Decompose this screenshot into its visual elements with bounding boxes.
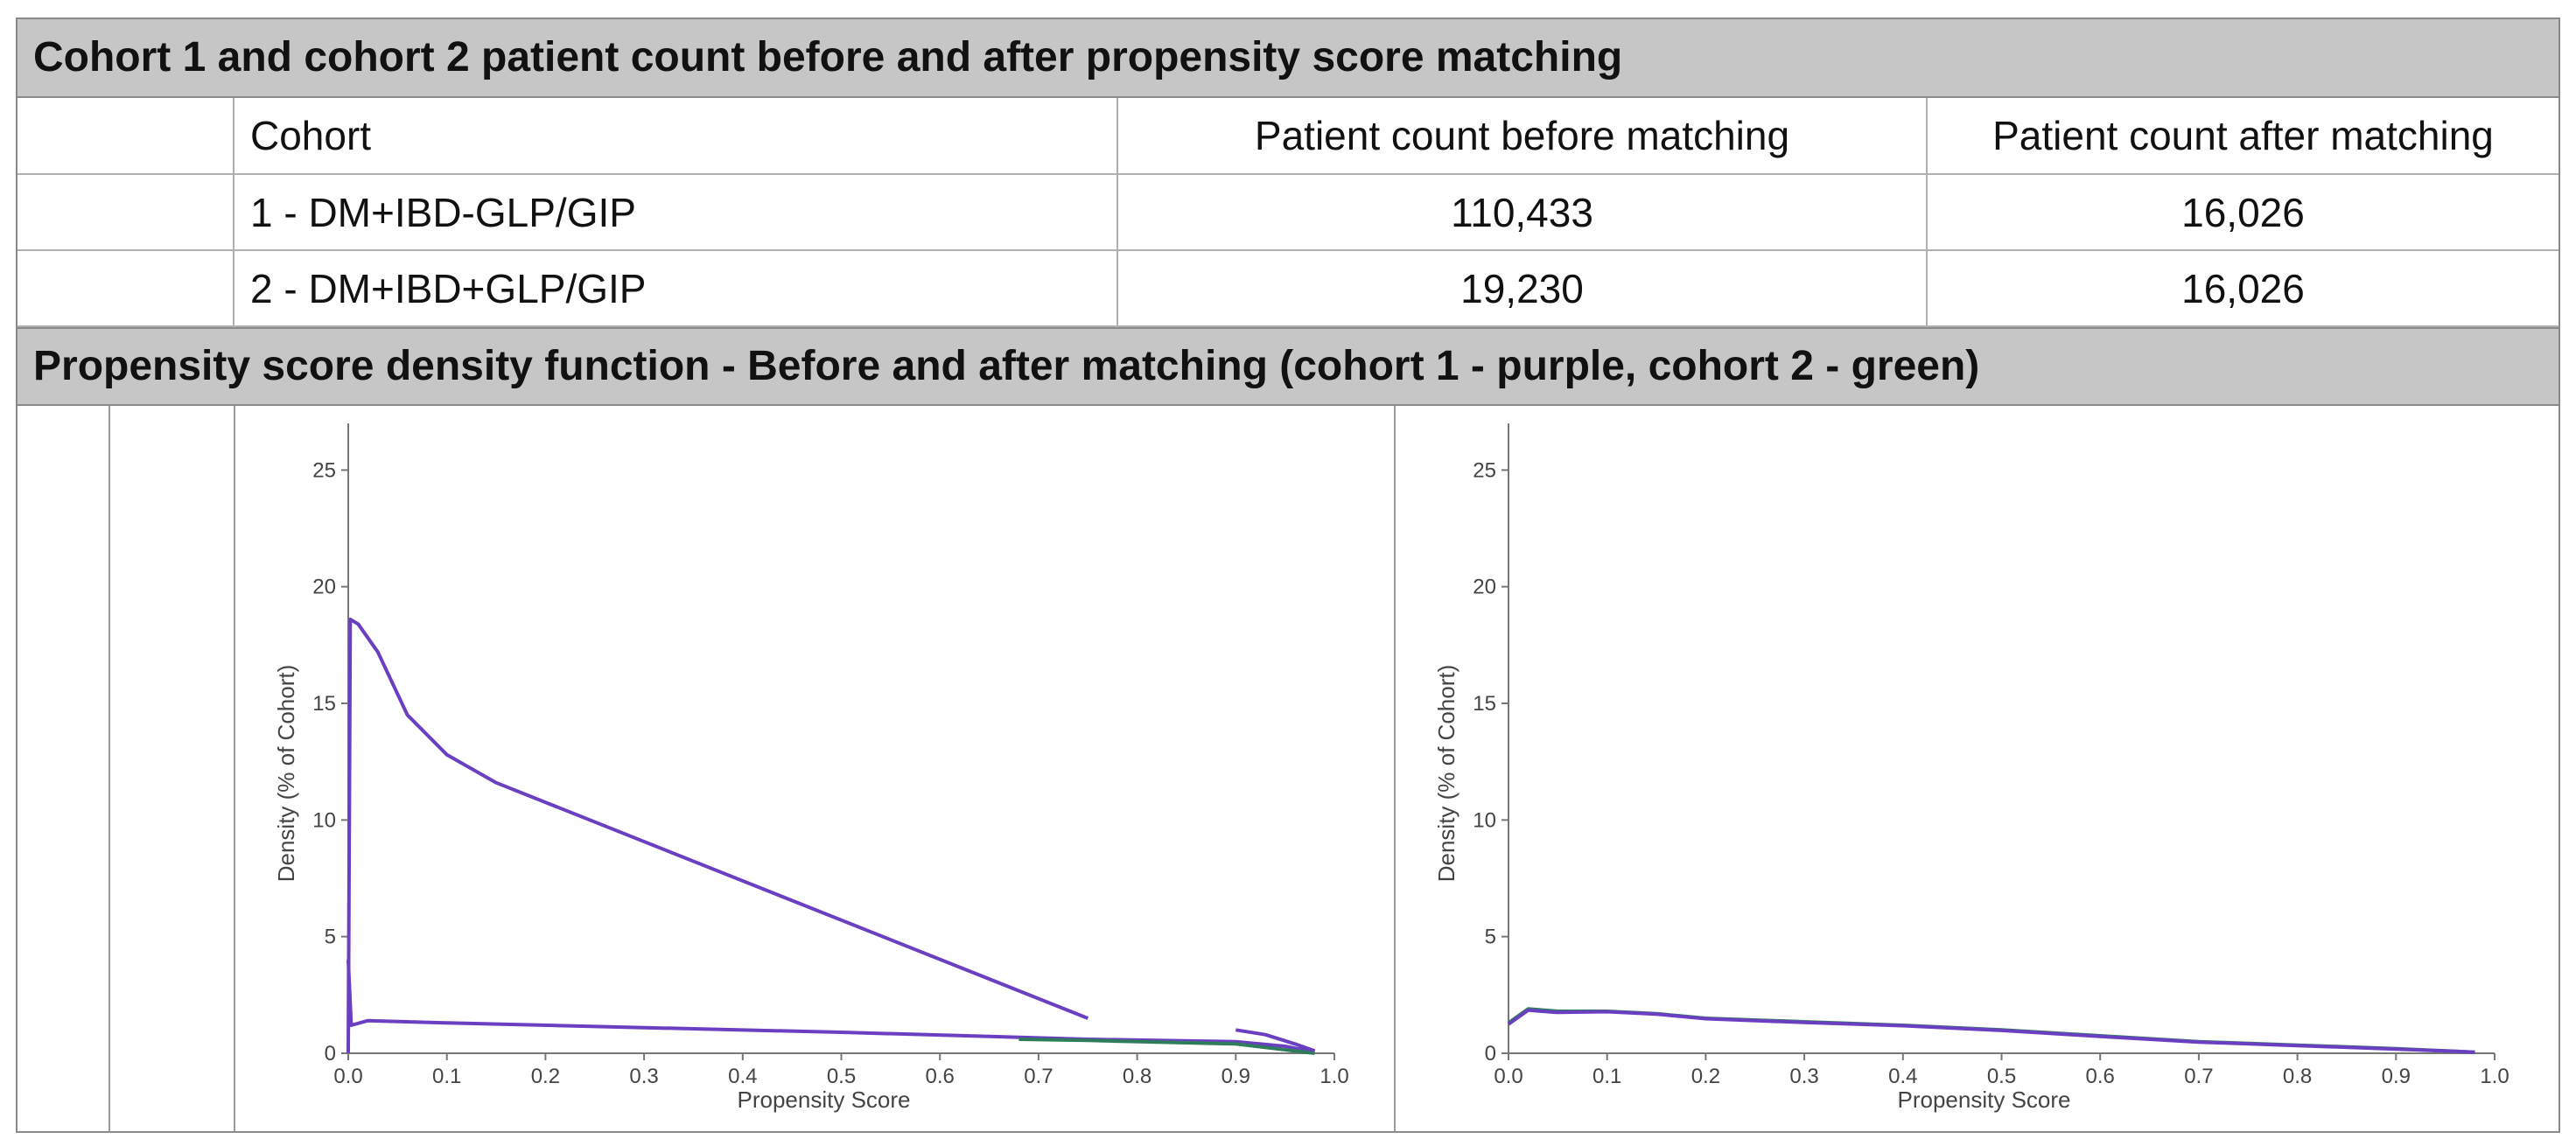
results-panel: Cohort 1 and cohort 2 patient count befo… bbox=[16, 17, 2560, 1133]
y-tick-label: 10 bbox=[1473, 808, 1496, 832]
column-header-cohort: Cohort bbox=[233, 98, 1118, 175]
table-row: 1 - DM+IBD-GLP/GIP 110,433 16,026 bbox=[18, 173, 2558, 251]
patient-count-table: Cohort Patient count before matching Pat… bbox=[18, 98, 2558, 327]
x-tick-label: 0.3 bbox=[1789, 1065, 1818, 1088]
x-tick-label: 1.0 bbox=[1320, 1065, 1348, 1088]
y-tick-label: 20 bbox=[1473, 576, 1496, 599]
cohort-name-cell: 1 - DM+IBD-GLP/GIP bbox=[233, 173, 1118, 251]
x-tick-label: 0.9 bbox=[1222, 1065, 1250, 1088]
density-chart-before-matching: 0 5 10 15 20 25 0.0 0.1 0.2 0.3 0.4 0.5 0.6 0.7 0.8 0.9… bbox=[273, 423, 1349, 1113]
x-tick-label: 0.1 bbox=[1592, 1065, 1621, 1088]
blank-cell bbox=[18, 249, 234, 327]
x-tick-label: 0.1 bbox=[432, 1065, 461, 1088]
x-tick-label: 0.0 bbox=[1494, 1065, 1522, 1088]
x-axis-label: Propensity Score bbox=[1898, 1087, 2071, 1113]
y-tick-label: 0 bbox=[325, 1042, 336, 1066]
patient-count-header: Cohort 1 and cohort 2 patient count befo… bbox=[18, 19, 2558, 98]
y-tick-label: 0 bbox=[1485, 1042, 1496, 1066]
x-tick-label: 0.7 bbox=[1024, 1065, 1053, 1088]
x-tick-label: 0.3 bbox=[629, 1065, 658, 1088]
x-tick-label: 0.6 bbox=[2086, 1065, 2115, 1088]
column-header-before: Patient count before matching bbox=[1116, 98, 1928, 175]
density-series-line bbox=[1018, 1038, 1315, 1055]
count-after-cell: 16,026 bbox=[1926, 173, 2558, 251]
density-plots-area: 0 5 10 15 20 25 0.0 0.1 0.2 0.3 0.4 0.5 0.6 0.7 0.8 0.9… bbox=[18, 406, 2558, 1131]
x-tick-label: 0.8 bbox=[2283, 1065, 2312, 1088]
count-after-cell: 16,026 bbox=[1926, 249, 2558, 327]
density-series-line bbox=[346, 960, 1315, 1054]
table-row: 2 - DM+IBD+GLP/GIP 19,230 16,026 bbox=[18, 249, 2558, 327]
x-tick-label: 0.9 bbox=[2382, 1065, 2411, 1088]
x-tick-label: 0.6 bbox=[926, 1065, 955, 1088]
y-tick-label: 25 bbox=[1473, 458, 1496, 482]
blank-cell bbox=[18, 173, 234, 251]
x-tick-label: 0.2 bbox=[531, 1065, 560, 1088]
x-tick-label: 0.0 bbox=[333, 1065, 362, 1088]
column-header-after: Patient count after matching bbox=[1926, 98, 2558, 175]
y-tick-label: 5 bbox=[1485, 926, 1496, 949]
density-series-line bbox=[346, 618, 1089, 1054]
table-header-row: Cohort Patient count before matching Pat… bbox=[18, 98, 2558, 175]
y-axis-label: Density (% of Cohort) bbox=[1433, 665, 1460, 883]
count-before-cell: 110,433 bbox=[1116, 173, 1928, 251]
x-tick-label: 0.2 bbox=[1691, 1065, 1720, 1088]
divider bbox=[108, 406, 110, 1131]
count-before-cell: 19,230 bbox=[1116, 249, 1928, 327]
x-tick-label: 1.0 bbox=[2480, 1065, 2509, 1088]
density-series-line bbox=[1235, 1028, 1316, 1053]
y-axis-label: Density (% of Cohort) bbox=[273, 665, 299, 883]
x-tick-label: 0.7 bbox=[2184, 1065, 2213, 1088]
x-tick-label: 0.5 bbox=[827, 1065, 856, 1088]
divider bbox=[234, 406, 235, 1131]
y-tick-label: 10 bbox=[312, 808, 336, 832]
x-tick-label: 0.4 bbox=[1888, 1065, 1917, 1088]
y-tick-label: 25 bbox=[312, 458, 336, 482]
x-tick-label: 0.8 bbox=[1123, 1065, 1152, 1088]
blank-cell bbox=[18, 98, 234, 175]
y-tick-label: 15 bbox=[312, 692, 336, 716]
divider bbox=[1394, 406, 1396, 1131]
cohort-name-cell: 2 - DM+IBD+GLP/GIP bbox=[233, 249, 1118, 327]
x-axis-label: Propensity Score bbox=[738, 1087, 911, 1113]
y-tick-label: 5 bbox=[325, 926, 336, 949]
y-tick-label: 15 bbox=[1473, 692, 1496, 716]
density-header: Propensity score density function - Befo… bbox=[18, 327, 2558, 406]
x-tick-label: 0.5 bbox=[1987, 1065, 2016, 1088]
density-chart-after-matching: 0 5 10 15 20 25 0.0 0.1 0.2 0.3 0.4 0.5 0.6 0.7 0.8 0.9… bbox=[1433, 423, 2510, 1113]
x-tick-label: 0.4 bbox=[728, 1065, 757, 1088]
density-series-line bbox=[1507, 1008, 2475, 1054]
y-tick-label: 20 bbox=[312, 576, 336, 599]
